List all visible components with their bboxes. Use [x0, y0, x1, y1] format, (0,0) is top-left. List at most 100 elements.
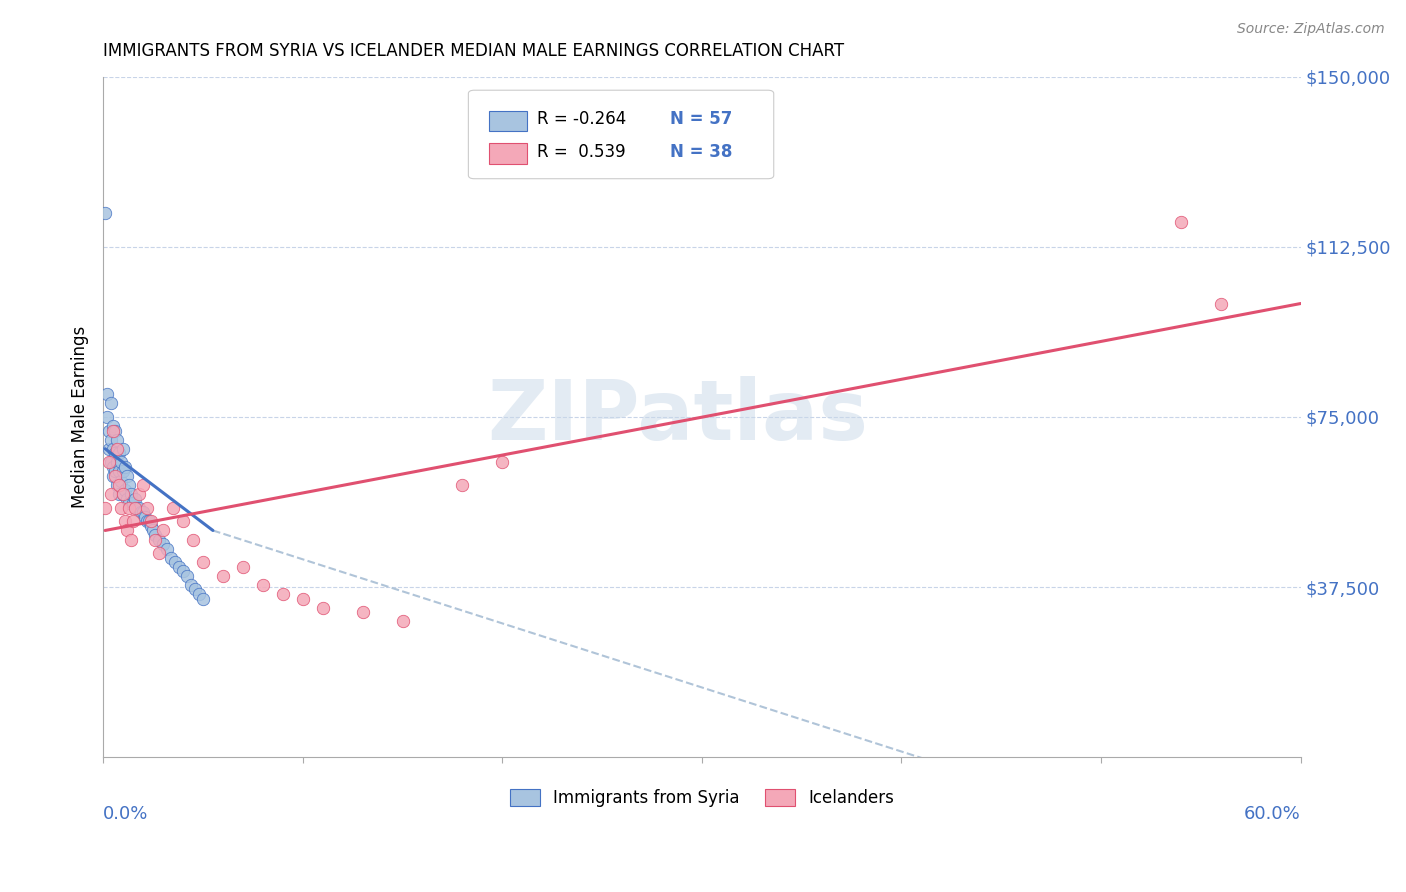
- Point: [163, 555, 186, 569]
- Point: [104, 446, 127, 460]
- Point: [271, 587, 294, 601]
- Point: [352, 605, 374, 619]
- Point: [115, 524, 138, 538]
- Point: [143, 528, 166, 542]
- Point: [100, 433, 122, 447]
- Point: [191, 555, 214, 569]
- Point: [96, 387, 118, 401]
- Point: [110, 500, 132, 515]
- Point: [114, 483, 136, 497]
- Legend: Immigrants from Syria, Icelanders: Immigrants from Syria, Icelanders: [503, 782, 901, 814]
- Text: IMMIGRANTS FROM SYRIA VS ICELANDER MEDIAN MALE EARNINGS CORRELATION CHART: IMMIGRANTS FROM SYRIA VS ICELANDER MEDIA…: [103, 42, 844, 60]
- Point: [172, 564, 194, 578]
- Point: [252, 578, 274, 592]
- Point: [96, 409, 118, 424]
- Point: [187, 587, 209, 601]
- Text: R =  0.539: R = 0.539: [537, 143, 626, 161]
- Point: [118, 496, 141, 510]
- Point: [167, 559, 190, 574]
- Point: [122, 496, 145, 510]
- Point: [120, 487, 142, 501]
- Point: [152, 537, 174, 551]
- Point: [104, 424, 127, 438]
- Point: [112, 442, 135, 456]
- Point: [105, 433, 128, 447]
- Point: [98, 455, 121, 469]
- Bar: [489, 111, 527, 131]
- Point: [184, 582, 207, 597]
- Point: [105, 478, 128, 492]
- Point: [112, 487, 135, 501]
- Point: [134, 509, 156, 524]
- Point: [176, 569, 198, 583]
- Point: [132, 478, 155, 492]
- Point: [191, 591, 214, 606]
- Text: N = 38: N = 38: [669, 143, 733, 161]
- Point: [100, 396, 122, 410]
- Point: [105, 442, 128, 456]
- Point: [98, 442, 121, 456]
- Point: [132, 505, 155, 519]
- Text: N = 57: N = 57: [669, 111, 733, 128]
- Point: [105, 455, 128, 469]
- Point: [138, 515, 160, 529]
- FancyBboxPatch shape: [468, 90, 773, 178]
- Point: [94, 206, 117, 220]
- Text: 60.0%: 60.0%: [1244, 805, 1301, 823]
- Point: [143, 533, 166, 547]
- Point: [125, 500, 148, 515]
- Point: [112, 487, 135, 501]
- Point: [115, 491, 138, 506]
- Point: [108, 446, 131, 460]
- Point: [136, 500, 159, 515]
- Point: [118, 500, 141, 515]
- Bar: [489, 144, 527, 164]
- Point: [148, 533, 170, 547]
- Point: [110, 474, 132, 488]
- Text: 0.0%: 0.0%: [103, 805, 149, 823]
- Point: [108, 478, 131, 492]
- Point: [100, 487, 122, 501]
- Y-axis label: Median Male Earnings: Median Male Earnings: [72, 326, 89, 508]
- Point: [1170, 215, 1192, 229]
- Point: [136, 515, 159, 529]
- Point: [162, 500, 184, 515]
- Point: [101, 442, 124, 456]
- Point: [128, 500, 150, 515]
- Point: [94, 500, 117, 515]
- Point: [156, 541, 179, 556]
- Point: [139, 519, 162, 533]
- Point: [148, 546, 170, 560]
- Point: [101, 419, 124, 434]
- Point: [108, 487, 131, 501]
- Point: [212, 569, 235, 583]
- Point: [491, 455, 513, 469]
- Point: [451, 478, 474, 492]
- Point: [152, 524, 174, 538]
- Point: [139, 515, 162, 529]
- Point: [122, 515, 145, 529]
- Point: [110, 455, 132, 469]
- Point: [101, 459, 124, 474]
- Text: R = -0.264: R = -0.264: [537, 111, 626, 128]
- Point: [160, 550, 183, 565]
- Point: [172, 515, 194, 529]
- Point: [112, 465, 135, 479]
- Point: [311, 600, 333, 615]
- Text: Source: ZipAtlas.com: Source: ZipAtlas.com: [1237, 22, 1385, 37]
- Point: [101, 469, 124, 483]
- Point: [100, 455, 122, 469]
- Point: [115, 469, 138, 483]
- Point: [232, 559, 254, 574]
- Point: [114, 459, 136, 474]
- Point: [391, 614, 413, 628]
- Point: [180, 578, 202, 592]
- Point: [104, 465, 127, 479]
- Point: [101, 424, 124, 438]
- Point: [291, 591, 314, 606]
- Point: [104, 469, 127, 483]
- Point: [108, 465, 131, 479]
- Text: ZIPatlas: ZIPatlas: [488, 376, 869, 458]
- Point: [142, 524, 165, 538]
- Point: [181, 533, 204, 547]
